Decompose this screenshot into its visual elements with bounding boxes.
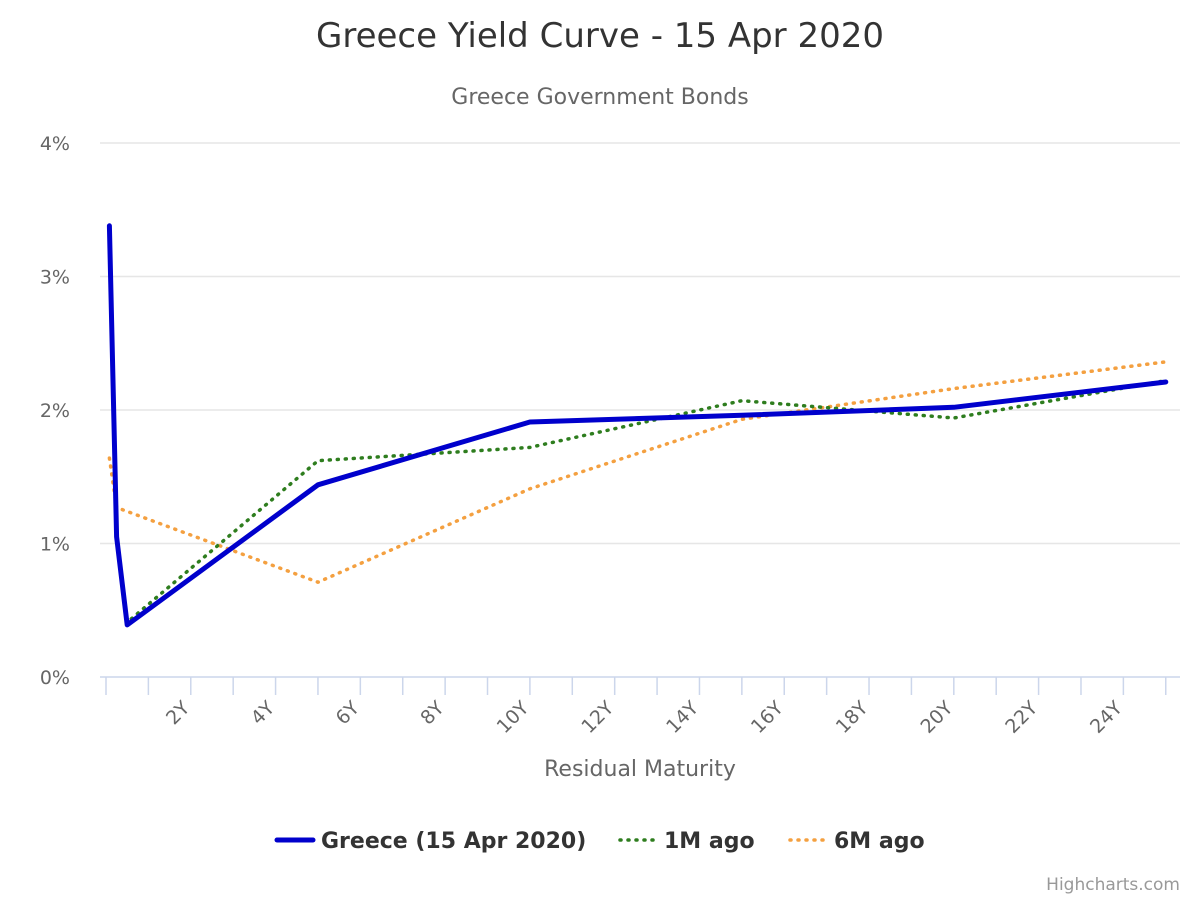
x-tick-label: 2Y [162, 697, 195, 730]
legend-label: Greece (15 Apr 2020) [321, 829, 586, 854]
legend: Greece (15 Apr 2020) 1M ago 6M ago [274, 829, 925, 854]
x-tick-label: 12Y [577, 697, 618, 738]
x-tick-label: 8Y [416, 697, 449, 730]
legend-label: 1M ago [664, 829, 755, 854]
x-tick-label: 10Y [493, 697, 534, 738]
legend-item[interactable]: Greece (15 Apr 2020) [274, 829, 586, 854]
chart-title: Greece Yield Curve - 15 Apr 2020 [316, 16, 884, 56]
x-tick-label: 4Y [247, 697, 280, 730]
x-axis: 2Y 4Y 6Y 8Y 10Y 12Y 14Y 16Y 18Y 20Y 22Y 24Y [100, 676, 1180, 738]
grid-lines [100, 142, 1180, 545]
x-tick-label: 20Y [916, 697, 957, 738]
credits-link[interactable]: Highcharts.com [1046, 875, 1180, 895]
series-line-1m-ago[interactable] [107, 226, 1168, 625]
y-axis-labels: 0% 1% 2% 3% 4% [40, 133, 70, 689]
legend-label: 6M ago [834, 829, 925, 854]
legend-item[interactable]: 6M ago [788, 829, 925, 854]
series-line-greece[interactable] [106, 223, 1169, 628]
y-tick-label: 1% [40, 534, 70, 556]
legend-item[interactable]: 1M ago [618, 829, 755, 854]
chart-subtitle: Greece Government Bonds [451, 85, 748, 110]
x-tick-label: 16Y [747, 697, 788, 738]
y-tick-label: 0% [40, 667, 70, 689]
x-tick-label: 22Y [1001, 697, 1042, 738]
y-tick-label: 2% [40, 400, 70, 422]
x-tick-label: 14Y [662, 697, 703, 738]
y-tick-label: 4% [40, 133, 70, 155]
x-tick-label: 6Y [332, 697, 365, 730]
x-tick-label: 18Y [832, 697, 873, 738]
x-tick-label: 24Y [1086, 697, 1127, 738]
series-line-6m-ago[interactable] [107, 360, 1168, 584]
series-layer [106, 223, 1169, 628]
y-tick-label: 3% [40, 267, 70, 289]
x-axis-title: Residual Maturity [544, 757, 736, 782]
